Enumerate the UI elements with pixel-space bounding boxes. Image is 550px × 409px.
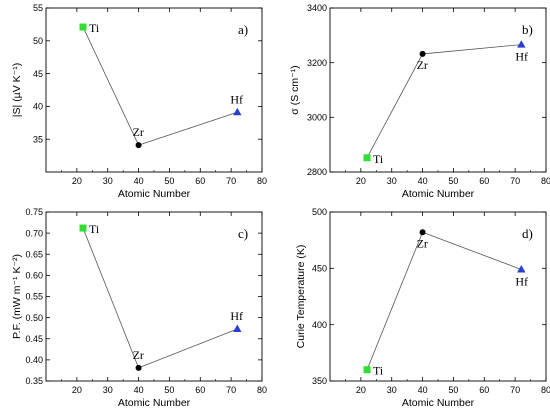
y-tick-label: 55 (33, 3, 43, 13)
point-label-ti: Ti (373, 364, 384, 378)
point-label-zr: Zr (133, 348, 144, 362)
y-tick-label: 40 (33, 102, 43, 112)
point-label-ti: Ti (89, 222, 100, 236)
x-axis-title: Atomic Number (402, 397, 475, 409)
x-tick-label: 80 (257, 176, 267, 186)
y-tick-label: 0.45 (25, 334, 43, 344)
chart-panel-a: 20 30 40 50 60 70 80 35 40 45 50 55 Atomic Number |S|… (11, 3, 267, 200)
x-tick-label: 20 (72, 176, 82, 186)
plot-frame (45, 7, 263, 173)
panel-label: a) (238, 22, 248, 37)
x-tick-label: 50 (448, 385, 458, 395)
x-axis-title: Atomic Number (118, 188, 191, 200)
point-label-hf: Hf (515, 274, 528, 288)
point-label-hf: Hf (230, 92, 243, 106)
y-tick-label: 0.40 (25, 355, 43, 365)
y-tick-label: 400 (312, 320, 327, 330)
x-tick-label: 30 (103, 176, 113, 186)
y-tick-label: 0.60 (25, 271, 43, 281)
point-label-zr: Zr (417, 236, 428, 250)
point-marker-zr (135, 142, 142, 149)
x-tick-label: 20 (72, 385, 82, 395)
x-tick-label: 40 (418, 176, 428, 186)
y-axis-title: Curie Temperature (K) (295, 245, 307, 349)
point-marker-hf (233, 324, 242, 333)
panel-label: c) (238, 226, 248, 241)
x-tick-label: 40 (418, 385, 428, 395)
point-label-hf: Hf (515, 50, 528, 64)
point-marker-ti (79, 224, 87, 232)
x-tick-label: 70 (226, 176, 236, 186)
y-tick-label: 50 (33, 36, 43, 46)
point-marker-hf (517, 264, 526, 273)
chart-panel-b: 20 30 40 50 60 70 80 2800 3000 3200 3400 Atomic Num… (289, 3, 550, 200)
y-tick-label: 0.50 (25, 313, 43, 323)
x-tick-label: 60 (479, 385, 489, 395)
point-marker-ti (79, 23, 87, 31)
y-axis-title: |S| (µV K⁻¹) (11, 63, 23, 117)
x-tick-label: 60 (195, 385, 205, 395)
y-tick-label: 3400 (307, 3, 327, 13)
series-line (366, 44, 522, 158)
y-tick-label: 500 (312, 207, 327, 217)
point-marker-zr (135, 364, 142, 371)
y-tick-label: 35 (33, 134, 43, 144)
series-line (366, 231, 522, 370)
x-tick-label: 30 (387, 385, 397, 395)
y-tick-label: 0.35 (25, 376, 43, 386)
y-axis-title: P.F. (mW m⁻¹ K⁻²) (11, 254, 23, 339)
x-tick-label: 60 (479, 176, 489, 186)
y-tick-label: 0.75 (25, 207, 43, 217)
point-marker-zr (419, 229, 426, 236)
plot-frame (329, 211, 547, 382)
x-tick-label: 80 (541, 385, 550, 395)
y-tick-label: 2800 (307, 167, 327, 177)
x-tick-label: 80 (541, 176, 550, 186)
x-tick-label: 50 (164, 385, 174, 395)
y-tick-label: 3200 (307, 58, 327, 68)
point-marker-zr (419, 50, 426, 57)
point-marker-hf (517, 40, 526, 48)
y-axis-title: σ (S cm⁻¹) (289, 65, 301, 114)
y-tick-label: 450 (312, 264, 327, 274)
x-axis-title: Atomic Number (118, 397, 191, 409)
x-tick-label: 70 (510, 385, 520, 395)
plot-frame (329, 7, 547, 173)
x-tick-label: 80 (257, 385, 267, 395)
x-tick-label: 70 (226, 385, 236, 395)
point-label-zr: Zr (133, 125, 144, 139)
x-tick-label: 40 (134, 385, 144, 395)
y-tick-label: 350 (312, 376, 327, 386)
point-marker-ti (363, 366, 371, 374)
x-axis-title: Atomic Number (402, 188, 475, 200)
x-tick-label: 40 (134, 176, 144, 186)
series-line (82, 227, 238, 369)
x-tick-label: 50 (164, 176, 174, 186)
y-tick-label: 0.70 (25, 228, 43, 238)
panel-label: d) (522, 226, 533, 241)
x-tick-label: 20 (356, 385, 366, 395)
point-label-hf: Hf (230, 309, 243, 323)
point-label-zr: Zr (417, 58, 428, 72)
y-tick-label: 0.65 (25, 249, 43, 259)
point-marker-hf (233, 107, 242, 116)
series-line (82, 26, 238, 146)
x-tick-label: 50 (448, 176, 458, 186)
point-marker-ti (363, 154, 371, 162)
point-label-ti: Ti (373, 152, 384, 166)
x-tick-label: 20 (356, 176, 366, 186)
y-tick-label: 0.55 (25, 292, 43, 302)
x-tick-label: 70 (510, 176, 520, 186)
chart-panel-d: 20 30 40 50 60 70 80 350 400 450 500 Atomic Number C… (295, 207, 550, 409)
plot-frame (45, 211, 263, 382)
panel-label: b) (522, 22, 533, 37)
x-tick-label: 30 (387, 176, 397, 186)
point-label-ti: Ti (89, 21, 100, 35)
y-tick-label: 45 (33, 69, 43, 79)
chart-panel-c: 20 30 40 50 60 70 80 0.35 0.40 0.45 0.50 0.55 0.60 0.… (11, 207, 267, 409)
x-tick-label: 60 (195, 176, 205, 186)
x-tick-label: 30 (103, 385, 113, 395)
y-tick-label: 3000 (307, 113, 327, 123)
